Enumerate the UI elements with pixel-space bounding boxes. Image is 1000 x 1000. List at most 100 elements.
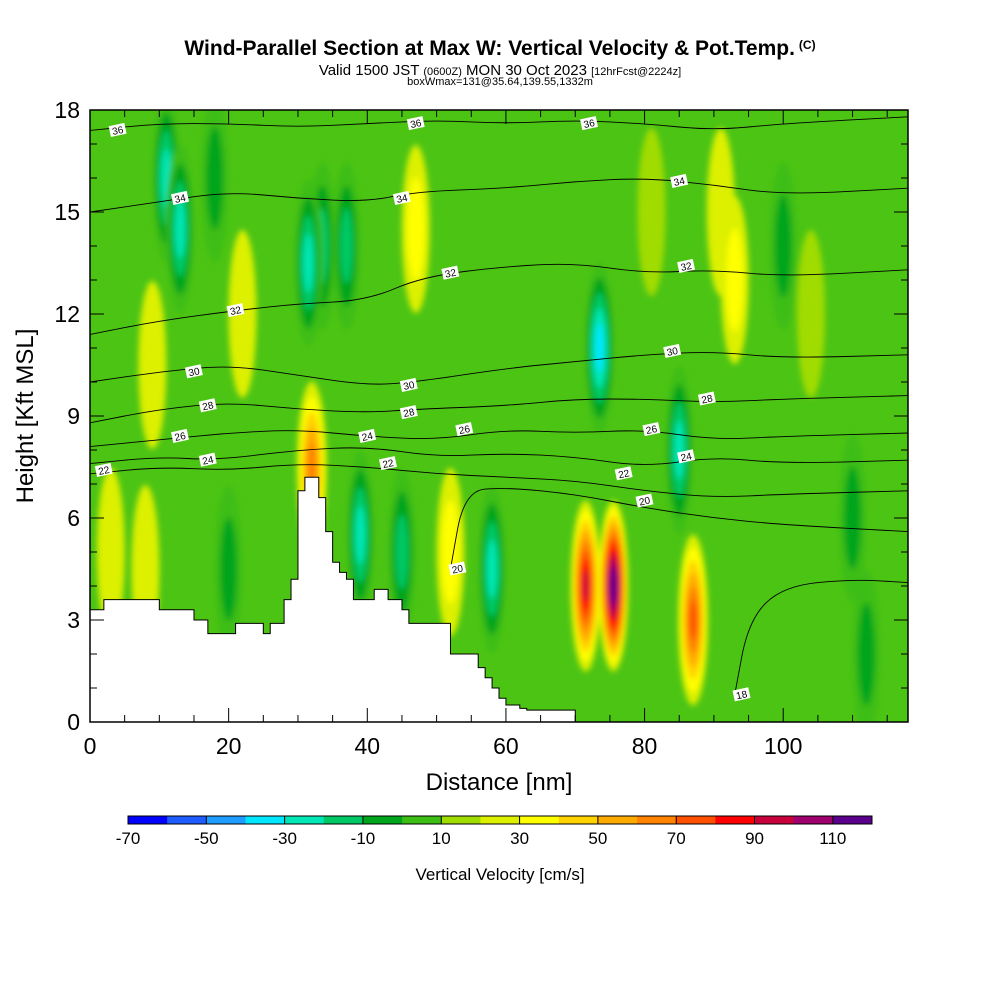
copyright-mark: (C) — [798, 38, 816, 52]
y-tick-label: 12 — [54, 301, 80, 327]
chart-title: Wind-Parallel Section at Max W: Vertical… — [0, 37, 1000, 61]
contour-label-text: 28 — [403, 407, 417, 420]
contour-label-bg — [171, 190, 189, 205]
contour-label-bg — [663, 343, 682, 358]
contour-label-bg — [635, 493, 654, 508]
colorbar-tick-label: 90 — [745, 829, 764, 848]
contour-label-bg — [642, 422, 661, 437]
contour-label-32: 32 — [677, 258, 696, 274]
velocity-cell — [843, 466, 862, 570]
x-tick-label: 0 — [84, 733, 97, 759]
contour-label-text: 22 — [382, 458, 396, 471]
velocity-cell — [726, 228, 744, 332]
contour-label-26: 26 — [171, 428, 189, 444]
velocity-cell — [340, 208, 353, 284]
contour-label-28: 28 — [697, 391, 716, 407]
contour-label-text: 26 — [458, 424, 472, 437]
plot-area: 36 36 36 34 34 34 32 32 32 30 30 30 28 28 28 26 26 26 24 24… — [90, 110, 908, 722]
contour-label-bg — [697, 391, 716, 406]
theta-contours — [90, 116, 908, 695]
colorbar-swatch — [754, 816, 795, 824]
contour-label-bg — [171, 428, 189, 443]
contour-label-bg — [677, 258, 696, 273]
velocity-cell — [774, 194, 792, 298]
velocity-cell — [796, 230, 825, 398]
colorbar-swatch — [637, 816, 677, 824]
y-tick-label: 6 — [67, 505, 80, 531]
velocity-cell — [582, 570, 589, 602]
contour-label-bg — [226, 303, 245, 318]
colorbar-swatch — [284, 816, 325, 824]
contour-label-bg — [580, 116, 598, 131]
contour-label-text: 26 — [645, 424, 659, 437]
x-tick-label: 40 — [354, 733, 380, 759]
colorbar-label: Vertical Velocity [cm/s] — [415, 865, 584, 884]
contour-label-text: 20 — [638, 495, 652, 508]
valid-time-b: MON 30 Oct 2023 — [466, 62, 587, 79]
colorbar-tick-label: 50 — [588, 829, 607, 848]
contour-label-36: 36 — [406, 116, 425, 131]
contour-label-text: 30 — [666, 346, 680, 359]
x-tick-label: 80 — [632, 733, 658, 759]
x-tick-label: 100 — [764, 733, 802, 759]
velocity-cell — [674, 420, 685, 480]
colorbar-swatch — [323, 816, 364, 824]
colorbar-tick-label: 10 — [432, 829, 451, 848]
contour-label-text: 24 — [201, 455, 215, 468]
colorbar-swatch — [245, 816, 286, 824]
colorbar-swatch — [715, 816, 756, 824]
x-axis-label: Distance [nm] — [426, 769, 573, 796]
velocity-cell — [441, 500, 460, 604]
colorbar-swatch — [441, 816, 481, 824]
contour-label-text: 20 — [451, 563, 465, 576]
velocity-cell — [595, 323, 604, 373]
colorbar-swatch — [832, 816, 873, 824]
colorbar-swatch — [128, 816, 168, 824]
contour-label-20: 20 — [635, 493, 654, 509]
y-tick-label: 15 — [54, 199, 80, 225]
velocity-cell — [303, 233, 314, 293]
contour-label-26: 26 — [455, 422, 474, 437]
contour-label-30: 30 — [663, 343, 682, 359]
contour-label-bg — [94, 462, 113, 477]
contour-label-text: 24 — [680, 451, 694, 464]
contour-label-text: 28 — [701, 393, 715, 406]
velocity-cell — [220, 517, 238, 621]
y-tick-label: 3 — [67, 607, 80, 633]
velocity-cell — [689, 599, 697, 641]
contour-label-text: 30 — [188, 366, 202, 379]
contour-label-text: 36 — [409, 118, 423, 131]
contour-label-text: 36 — [111, 125, 125, 138]
velocity-cell — [611, 574, 616, 598]
theta-contour-26 — [90, 430, 908, 448]
contour-label-text: 32 — [444, 268, 458, 281]
contour-label-32: 32 — [226, 303, 245, 318]
theta-contour-18 — [734, 579, 908, 695]
terrain-mask — [90, 476, 576, 722]
contour-label-22: 22 — [614, 466, 633, 481]
contour-label-text: 34 — [673, 176, 687, 189]
y-tick-label: 18 — [54, 97, 80, 123]
contour-label-bg — [455, 422, 474, 437]
colorbar-tick-label: 110 — [819, 829, 846, 848]
theta-contour-20 — [450, 488, 908, 570]
contour-label-text: 24 — [361, 431, 375, 444]
colorbar-tick-label: -50 — [194, 829, 219, 848]
colorbar-swatch — [362, 816, 403, 824]
valid-time-line: Valid 1500 JST (0600Z) MON 30 Oct 2023 [… — [0, 62, 1000, 79]
contour-label-bg — [184, 364, 203, 379]
velocity-cell — [96, 468, 125, 636]
colorbar-swatch — [480, 816, 521, 824]
theta-contour-22 — [90, 464, 908, 497]
colorbar-tick-label: 30 — [510, 829, 529, 848]
velocity-cell — [407, 177, 425, 281]
velocity-cell — [395, 514, 409, 590]
theta-contour-24 — [90, 447, 908, 465]
contour-label-bg — [399, 377, 418, 392]
contour-label-32: 32 — [441, 265, 460, 281]
contour-label-text: 36 — [583, 118, 597, 131]
contour-label-text: 22 — [97, 465, 111, 478]
colorbar-swatch — [676, 816, 716, 824]
colorbar: -70 -50 -30 -10 10 30 50 70 90 110 — [116, 815, 873, 848]
